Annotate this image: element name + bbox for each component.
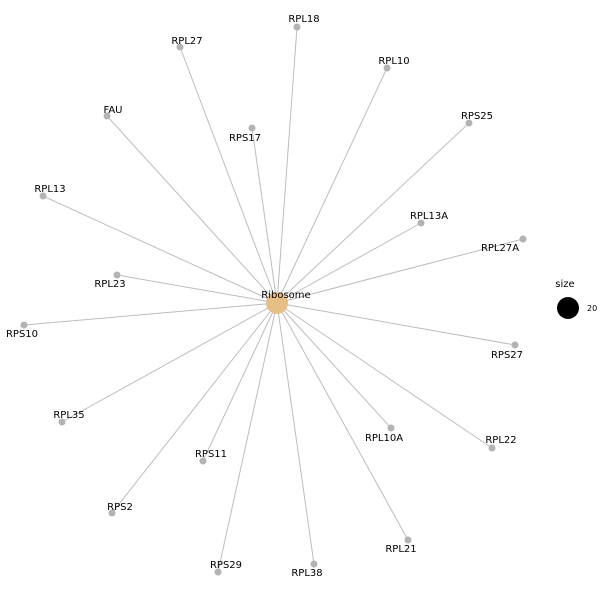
gene-node-rps10 [20,321,28,329]
gene-node-fau [103,112,111,120]
gene-label-rpl38: RPL38 [291,568,322,579]
edge-rps10 [23,302,278,326]
gene-label-rpl21: RPL21 [385,544,416,555]
edge-rps27 [276,302,516,346]
gene-label-rpl27: RPL27 [171,36,202,47]
gene-label-rps2: RPS2 [107,502,133,513]
edge-rps29 [217,302,278,573]
edges-layer [23,26,524,573]
gene-node-rpl27 [176,43,184,51]
gene-label-rps11: RPS11 [195,449,227,460]
gene-label-rpl13a: RPL13A [410,211,448,222]
gene-node-rpl10a [387,424,395,432]
hub-node-group: Ribosome [261,290,311,314]
gene-node-rps2 [108,509,116,517]
edge-rps25 [276,122,470,304]
gene-node-rps11 [199,457,207,465]
gene-label-rpl10: RPL10 [378,56,409,67]
gene-nodes-layer: RPL18 RPL27 RPL10 FAU RPS25 RPS17 RPL13 RPL13A R… [6,14,527,579]
edge-rpl10 [276,67,388,304]
edge-rps11 [202,302,278,462]
hub-label: Ribosome [261,290,310,301]
gene-node-rpl38 [310,560,318,568]
gene-node-rpl21 [404,536,412,544]
gene-label-rpl10a: RPL10A [365,433,403,444]
edge-rpl23 [116,274,278,304]
gene-label-rpl22: RPL22 [485,435,516,446]
edge-rpl38 [276,302,315,565]
gene-label-fau: FAU [104,105,123,116]
gene-label-rpl23: RPL23 [94,279,125,290]
edge-rpl27 [179,46,278,304]
legend-size-circle [557,297,579,319]
legend-size-value: 20 [587,304,597,313]
edge-rpl13 [42,195,278,304]
hub-node-ribosome [266,292,288,314]
gene-node-rpl35 [58,418,66,426]
legend-title: size [555,279,574,290]
size-legend: size 20 [555,279,597,319]
gene-node-rpl22 [488,444,496,452]
gene-node-rpl13 [39,192,47,200]
gene-label-rps17: RPS17 [229,133,261,144]
gene-node-rpl23 [113,271,121,279]
gene-node-rpl10 [383,64,391,72]
gene-label-rpl18: RPL18 [288,14,319,25]
gene-label-rps10: RPS10 [6,329,38,340]
edge-rpl13a [276,222,422,304]
edge-fau [106,115,278,304]
edge-rpl22 [276,302,493,449]
edge-rpl10a [276,302,392,429]
gene-label-rps25: RPS25 [461,111,493,122]
gene-node-rps29 [214,568,222,576]
edge-rps17 [251,127,278,304]
gene-label-rpl35: RPL35 [53,410,84,421]
gene-node-rpl27a [519,235,527,243]
gene-label-rps29: RPS29 [210,560,242,571]
edge-rpl27a [276,238,524,304]
gene-node-rps25 [465,119,473,127]
gene-label-rps27: RPS27 [491,350,523,361]
edge-rpl21 [276,302,409,541]
edge-rps2 [111,302,278,514]
gene-label-rpl13: RPL13 [34,184,65,195]
gene-label-rpl27a: RPL27A [481,243,519,254]
gene-node-rps17 [248,124,256,132]
edge-rpl35 [61,302,278,423]
edge-rpl18 [276,26,298,304]
gene-node-rps27 [511,341,519,349]
gene-node-rpl13a [417,219,425,227]
gene-node-rpl18 [293,23,301,31]
